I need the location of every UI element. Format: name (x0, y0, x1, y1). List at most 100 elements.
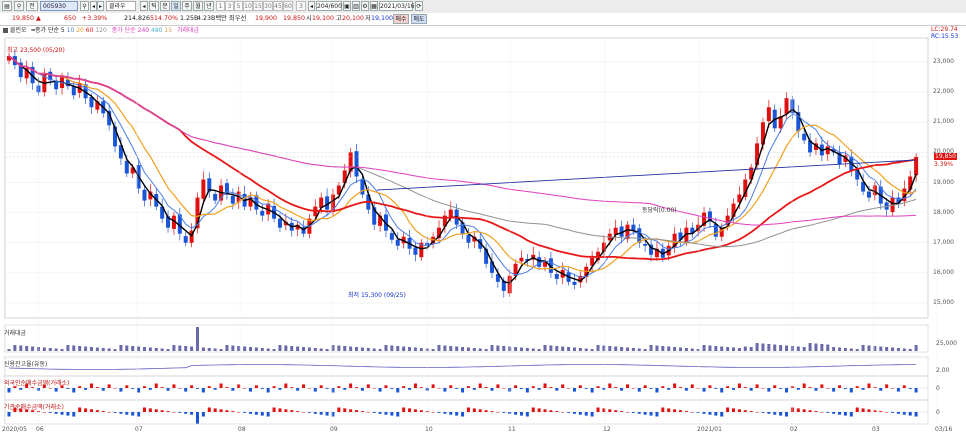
save-icon[interactable]: ▥ (352, 1, 360, 11)
institution-bar (390, 412, 394, 416)
volume-bar (7, 349, 11, 351)
foreign-bar (761, 388, 765, 389)
foreign-bar (284, 383, 288, 388)
foreign-bar (620, 388, 624, 391)
candle-body (177, 214, 182, 234)
price-tick-label: 17,000 (933, 238, 954, 246)
institution-bar (543, 409, 547, 412)
foreign-bar (84, 388, 88, 390)
tab-tick[interactable]: 틱 (149, 1, 159, 11)
price-tick-label: 21,000 (933, 118, 954, 126)
buy-button[interactable]: 매수 (393, 14, 409, 24)
volume-bar (343, 346, 347, 351)
legend-item[interactable]: 480 (151, 27, 163, 34)
tab-year[interactable]: 년 (204, 1, 214, 11)
stock-code-input[interactable]: 005930 (40, 1, 78, 11)
interval-30[interactable]: 30 (263, 1, 273, 11)
tab-day[interactable]: 일 (171, 1, 181, 11)
search-icon[interactable]: ⚲ (14, 1, 24, 11)
tab-month[interactable]: 월 (193, 1, 203, 11)
interval-5[interactable]: 5 (234, 1, 243, 11)
volume-bar (690, 348, 694, 351)
volume-bar (608, 346, 612, 351)
institution-bar (590, 412, 594, 417)
volume-bar (614, 346, 618, 351)
interval-1[interactable]: 1 (216, 1, 225, 11)
settings-icon[interactable]: ⚙ (361, 1, 369, 11)
candle-body (596, 251, 601, 261)
institution-bar (696, 412, 700, 413)
legend-item[interactable]: 종가 단순 240 (111, 27, 150, 34)
volume-bar (396, 346, 400, 351)
tab-week[interactable]: 주 (182, 1, 192, 11)
arrow-icon[interactable]: ◂ (140, 1, 148, 11)
volume-bar (360, 347, 364, 351)
interval-15[interactable]: 15 (253, 1, 263, 11)
zoom-icon[interactable]: ▣ (343, 1, 351, 11)
legend-item[interactable]: 종가 단순 5 (35, 27, 65, 34)
institution-bar (785, 412, 789, 417)
tab-minute[interactable]: 분 (160, 1, 170, 11)
candle-body (537, 257, 542, 267)
panel-title-institution: 기관순매수금액(거래소) (4, 404, 64, 411)
interval-60[interactable]: 60 (283, 1, 293, 11)
scroll-left-icon[interactable]: ◂ (308, 1, 315, 11)
volume-bar (779, 345, 783, 351)
foreign-bar (443, 388, 447, 392)
foreign-bar (190, 385, 194, 388)
interval-45[interactable]: 45 (273, 1, 283, 11)
volume-bar (455, 346, 459, 351)
stock-name-field[interactable]: 클라우 (106, 1, 136, 11)
foreign-bar (213, 388, 217, 390)
legend-item[interactable]: 거래대금 (176, 27, 200, 34)
candle-body (908, 176, 913, 190)
institution-bar (708, 412, 712, 415)
institution-bar (596, 407, 600, 412)
institution-bar (714, 412, 718, 416)
market-select[interactable]: 전 (26, 1, 38, 11)
refresh-icon[interactable]: ⟳ (415, 1, 423, 11)
menu-icon[interactable]: ▤ (2, 1, 12, 11)
candle-body (36, 85, 41, 93)
legend-item[interactable]: 60 (85, 27, 94, 34)
legend-item[interactable]: 120 (95, 27, 107, 34)
prev-arrow-icon[interactable]: ◂ (90, 1, 97, 11)
calendar-icon[interactable]: ▦ (370, 1, 378, 11)
interval-10[interactable]: 10 (243, 1, 253, 11)
interval-3[interactable]: 3 (225, 1, 234, 11)
candle-body (490, 261, 495, 273)
credit-axis-label: 2.00 (936, 367, 950, 374)
volume-bar (914, 345, 918, 351)
legend-item[interactable]: 클린오 (9, 27, 27, 34)
volume-bar (72, 345, 76, 351)
next-arrow-icon[interactable]: ▸ (97, 1, 104, 11)
volume-bar (302, 347, 306, 351)
x-tick-label: 07 (135, 426, 143, 433)
institution-bar (166, 411, 170, 412)
current-price: 19,850 ▲ (12, 15, 41, 22)
legend-swatch-icon (3, 28, 8, 33)
institution-bar (343, 408, 347, 412)
search-icon[interactable]: ⚲ (80, 1, 89, 11)
legend-item[interactable]: 20 (76, 27, 84, 34)
institution-bar (855, 407, 859, 412)
candle-body (855, 169, 860, 180)
trend-line-label: 동당락(0.00) (642, 207, 677, 214)
foreign-bar (649, 388, 653, 389)
date-input[interactable]: 2021/03/16 (379, 1, 415, 11)
period-count-input[interactable]: 204/600 (316, 1, 342, 11)
interval-selected[interactable]: 3 (296, 1, 306, 11)
volume-bar (785, 345, 789, 351)
legend-item[interactable]: 15 (164, 27, 173, 34)
sell-button[interactable]: 매도 (411, 14, 427, 24)
institution-bar (396, 412, 400, 417)
legend-item[interactable]: 10 (66, 27, 75, 34)
foreign-bar (908, 388, 912, 389)
volume-bar (643, 349, 647, 351)
foreign-bar (838, 385, 842, 388)
foreign-bar (873, 387, 877, 388)
institution-bar (525, 412, 529, 417)
x-tick-label: 06 (36, 426, 44, 433)
institution-bar (832, 412, 836, 414)
